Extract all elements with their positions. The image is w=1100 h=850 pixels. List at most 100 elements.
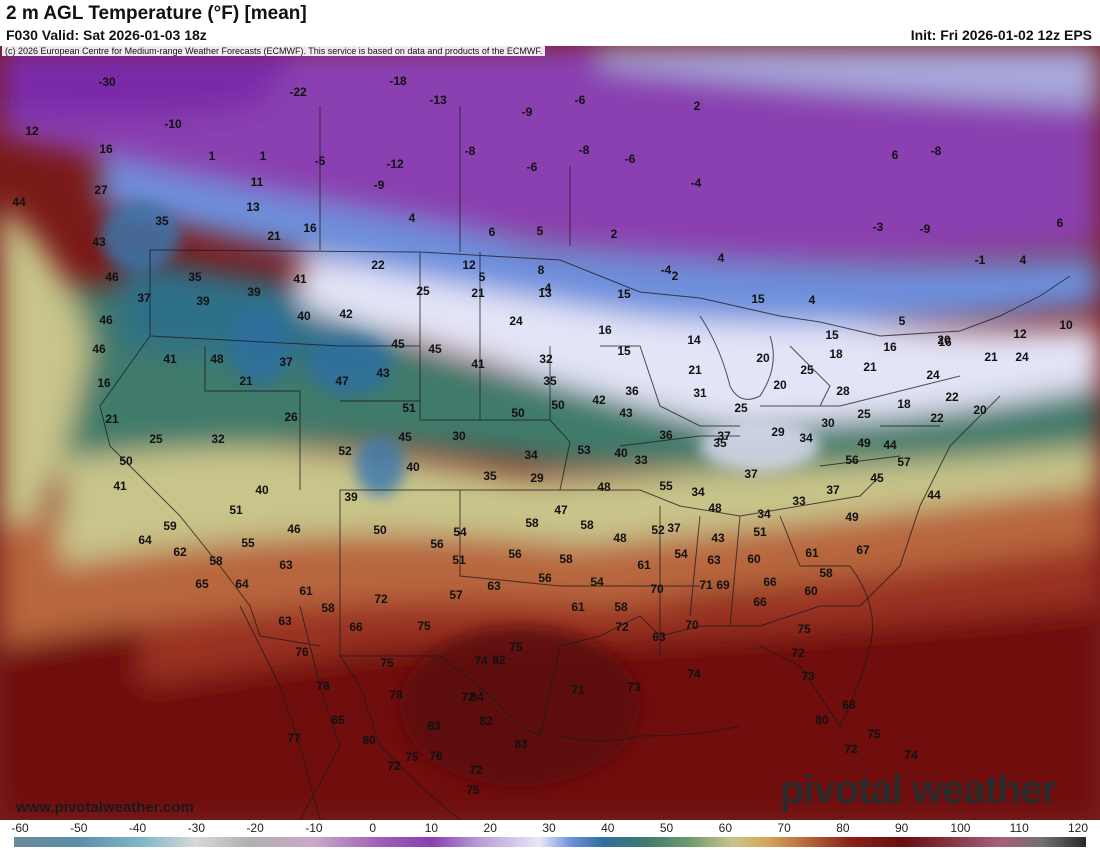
temperature-value: 50 [119,454,133,468]
temperature-value: 49 [845,510,859,524]
temperature-value: 59 [163,519,177,533]
temperature-value: 6 [891,148,899,162]
temperature-value: 78 [389,688,403,702]
temperature-value: 55 [241,536,255,550]
temperature-value: 15 [825,328,839,342]
temperature-value: 34 [799,431,813,445]
temperature-value: 72 [469,763,483,777]
temperature-value: 51 [452,553,466,567]
temperature-value: 54 [590,575,604,589]
temperature-value: 5 [478,270,486,284]
color-scale: -60 -50 -40 -30 -20 -10 0 10 20 30 40 50 60 70 80 90 100… [0,820,1100,850]
temperature-value: 2 [671,269,679,283]
init-time: Init: Fri 2026-01-02 12z EPS [910,27,1092,43]
temperature-value: 44 [883,438,897,452]
color-scale-tick: 100 [950,821,971,835]
temperature-value: 61 [571,600,585,614]
temperature-value: 39 [247,285,261,299]
temperature-value: 20 [756,351,770,365]
color-scale-tick: 60 [718,821,733,835]
color-scale-tick: 10 [424,821,439,835]
temperature-value: 69 [716,578,730,592]
temperature-value: -4 [660,263,672,277]
temperature-value: 40 [614,446,628,460]
temperature-value: 46 [99,313,113,327]
temperature-value: 58 [525,516,539,530]
color-scale-tick: -40 [128,821,147,835]
temperature-value: 25 [857,407,871,421]
temperature-value: 16 [598,323,612,337]
temperature-value: 37 [826,483,840,497]
temperature-value: 42 [592,393,606,407]
temperature-value: 33 [792,494,806,508]
temperature-value: -4 [690,176,702,190]
temperature-value: 20 [773,378,787,392]
temperature-value: 83 [427,719,441,733]
temperature-value: 63 [278,614,292,628]
temperature-value: -3 [872,220,884,234]
temperature-value: 35 [155,214,169,228]
temperature-value: 46 [105,270,119,284]
temperature-value: 40 [406,460,420,474]
temperature-value: 12 [462,258,476,272]
temperature-value: 2 [610,227,618,241]
temperature-value: -8 [578,143,590,157]
temperature-value: 41 [471,357,485,371]
temperature-value: 56 [430,537,444,551]
temperature-value: 43 [619,406,633,420]
temperature-value: 53 [577,443,591,457]
temperature-value: 45 [391,337,405,351]
temperature-value: -12 [386,157,404,171]
temperature-value: 75 [417,619,431,633]
temperature-field [0,46,1100,820]
color-scale-tick: 110 [1009,821,1029,835]
temperature-value: 22 [371,258,385,272]
temperature-value: 4 [408,211,416,225]
temperature-value: 11 [250,175,264,189]
temperature-value: -9 [521,105,533,119]
temperature-value: 37 [717,429,731,443]
temperature-value: 70 [685,618,699,632]
temperature-value: 22 [945,390,959,404]
temperature-value: 15 [617,287,631,301]
color-scale-tick: 20 [483,821,497,835]
temperature-value: 21 [239,374,253,388]
temperature-value: 6 [488,225,496,239]
temperature-value: 56 [538,571,552,585]
temperature-value: 37 [137,291,151,305]
temperature-value: 82 [492,653,506,667]
temperature-value: 39 [196,294,210,308]
temperature-map[interactable]: (c) 2026 European Centre for Medium-rang… [0,46,1100,820]
temperature-value: 43 [711,531,725,545]
temperature-value: 68 [842,698,856,712]
temperature-value: -9 [373,178,385,192]
temperature-value: 75 [867,727,881,741]
temperature-value: 25 [149,432,163,446]
temperature-value: 66 [349,620,363,634]
temperature-value: 44 [12,195,26,209]
temperature-value: 4 [1019,253,1027,267]
temperature-value: 76 [295,645,309,659]
temperature-value: 51 [229,503,243,517]
temperature-value: 58 [819,566,833,580]
temperature-value: 72 [791,646,805,660]
temperature-value: 46 [287,522,301,536]
temperature-value: 47 [554,503,568,517]
temperature-value: 13 [246,200,260,214]
temperature-value: 24 [926,368,940,382]
temperature-value: 65 [195,577,209,591]
temperature-value: 42 [339,307,353,321]
temperature-value: 1 [208,149,216,163]
temperature-value: 60 [747,552,761,566]
temperature-value: 35 [483,469,497,483]
temperature-value: 22 [930,411,944,425]
color-scale-tick: -10 [305,821,323,835]
color-scale-tick: -50 [70,821,88,835]
brand-watermark: pivotal weather [780,768,1057,812]
temperature-value: 37 [744,467,758,481]
color-scale-tick: 50 [659,821,674,835]
temperature-value: -13 [429,93,447,107]
temperature-value: 66 [763,575,777,589]
temperature-value: 70 [650,582,664,596]
temperature-value: 46 [92,342,106,356]
